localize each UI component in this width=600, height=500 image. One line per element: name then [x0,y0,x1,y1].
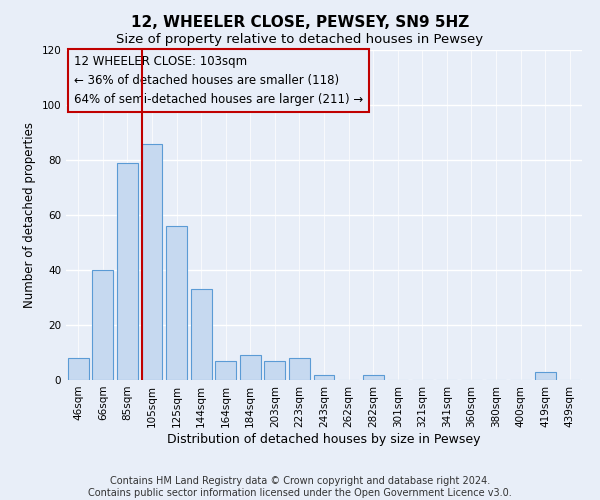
X-axis label: Distribution of detached houses by size in Pewsey: Distribution of detached houses by size … [167,432,481,446]
Bar [117,163,138,380]
Bar [215,361,236,380]
Bar [265,361,286,380]
Bar [314,374,334,380]
Bar [240,355,261,380]
Text: Contains HM Land Registry data © Crown copyright and database right 2024.
Contai: Contains HM Land Registry data © Crown c… [88,476,512,498]
Y-axis label: Number of detached properties: Number of detached properties [23,122,36,308]
Bar [142,144,163,380]
Text: 12 WHEELER CLOSE: 103sqm
← 36% of detached houses are smaller (118)
64% of semi-: 12 WHEELER CLOSE: 103sqm ← 36% of detach… [74,55,363,106]
Bar [535,372,556,380]
Bar [166,226,187,380]
Bar [92,270,113,380]
Bar [289,358,310,380]
Text: Size of property relative to detached houses in Pewsey: Size of property relative to detached ho… [116,32,484,46]
Bar [191,289,212,380]
Bar [68,358,89,380]
Bar [362,374,383,380]
Text: 12, WHEELER CLOSE, PEWSEY, SN9 5HZ: 12, WHEELER CLOSE, PEWSEY, SN9 5HZ [131,15,469,30]
